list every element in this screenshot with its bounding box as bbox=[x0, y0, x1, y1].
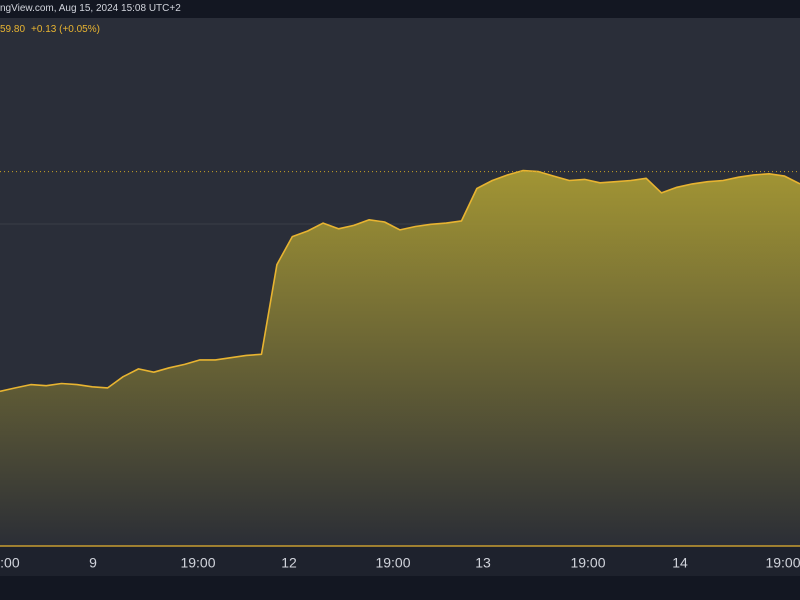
x-tick-label: 9 bbox=[89, 555, 97, 571]
price-chart[interactable]: 9:00 9 19:00 12 19:00 13 19:00 14 19:00 bbox=[0, 0, 800, 576]
price-line bbox=[0, 169, 800, 393]
price-area-fill bbox=[0, 170, 800, 546]
change-value: +0.13 (+0.05%) bbox=[31, 24, 100, 35]
x-tick-label: 19:00 bbox=[765, 555, 800, 571]
bottom-bar bbox=[0, 576, 800, 600]
last-value: 59.80 bbox=[0, 24, 26, 35]
legend: 59.80 +0.13 (+0.05%) bbox=[0, 24, 100, 35]
x-tick-label: 9:00 bbox=[0, 555, 20, 571]
x-axis-ticks: 9:00 9 19:00 12 19:00 13 19:00 14 19:00 bbox=[0, 555, 800, 571]
x-tick-label: 19:00 bbox=[180, 555, 215, 571]
x-axis-bar bbox=[0, 546, 800, 576]
top-bar: ngView.com, Aug 15, 2024 15:08 UTC+2 bbox=[0, 0, 800, 18]
source-and-time: ngView.com, Aug 15, 2024 15:08 UTC+2 bbox=[0, 3, 181, 14]
x-tick-label: 14 bbox=[672, 555, 688, 571]
x-tick-label: 12 bbox=[281, 555, 297, 571]
x-tick-label: 19:00 bbox=[375, 555, 410, 571]
x-tick-label: 19:00 bbox=[570, 555, 605, 571]
x-tick-label: 13 bbox=[475, 555, 491, 571]
